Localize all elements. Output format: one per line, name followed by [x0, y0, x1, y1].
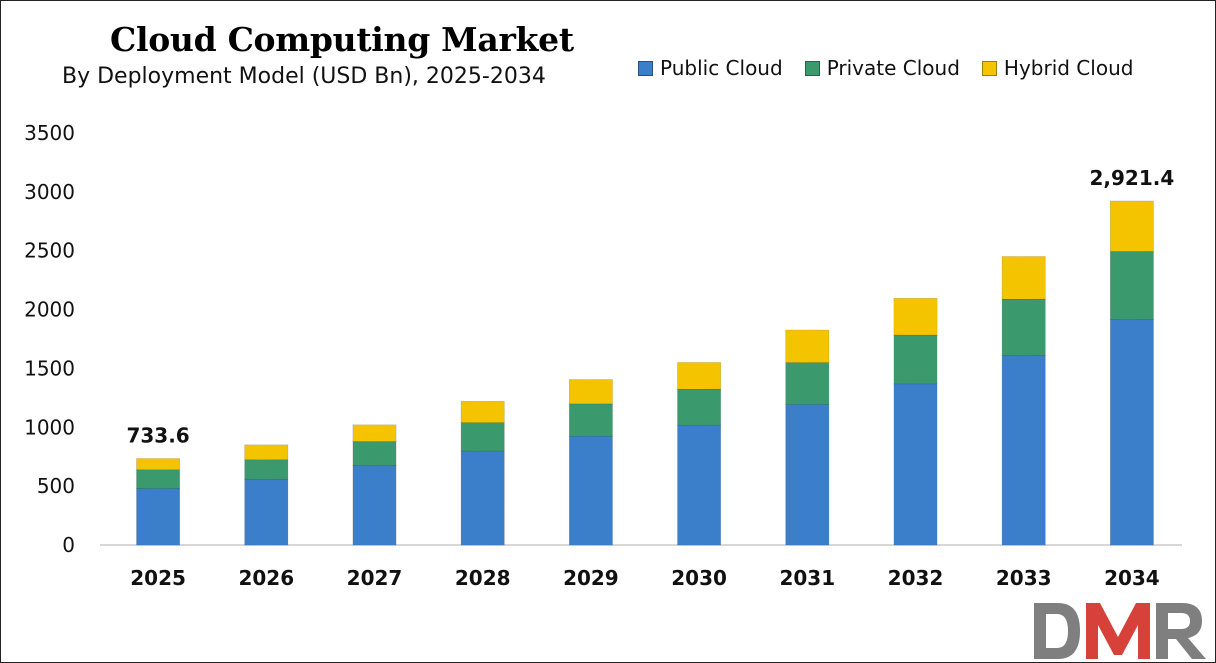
bar-segment-shade [894, 334, 937, 384]
bar-segment-shade [1110, 201, 1154, 252]
legend-item-private-cloud: Private Cloud [804, 56, 960, 80]
x-tick-label: 2032 [888, 566, 944, 590]
chart-subtitle: By Deployment Model (USD Bn), 2025-2034 [62, 64, 546, 89]
bar-segment-shade [785, 362, 829, 405]
x-tick-label: 2030 [671, 566, 727, 590]
x-tick-label: 2033 [996, 566, 1052, 590]
bar-segment-shade [461, 450, 505, 545]
y-tick-label: 3500 [24, 121, 75, 145]
y-tick-label: 1500 [24, 356, 75, 380]
bar-segment-shade [569, 403, 613, 437]
legend-item-hybrid-cloud: Hybrid Cloud [981, 56, 1134, 80]
bar-segment-shade [461, 401, 505, 423]
y-tick-label: 500 [37, 474, 75, 498]
bar-segment-shade [136, 458, 180, 470]
data-label: 2,921.4 [1090, 166, 1175, 190]
y-tick-label: 0 [62, 533, 75, 557]
bar-segment-shade [244, 459, 288, 480]
y-tick-label: 2000 [24, 298, 75, 322]
x-tick-label: 2031 [779, 566, 835, 590]
bar-segment-shade [894, 298, 937, 335]
bar-segment-shade [677, 424, 721, 545]
y-tick-label: 3000 [24, 180, 75, 204]
x-tick-label: 2027 [347, 566, 403, 590]
legend-swatch-public-cloud [638, 60, 653, 76]
legend-swatch-private-cloud [804, 60, 820, 76]
bar-segment-shade [244, 479, 288, 545]
bar-segment-shade [677, 389, 721, 425]
x-tick-label: 2029 [563, 566, 619, 590]
bar-segment-shade [353, 441, 396, 466]
bar-segment-shade [461, 422, 505, 451]
y-tick-label: 1000 [24, 415, 75, 439]
bar-segment-shade [785, 330, 829, 363]
y-tick-label: 2500 [24, 239, 75, 263]
legend-swatch-hybrid-cloud [981, 60, 997, 76]
legend-label-private-cloud: Private Cloud [826, 56, 960, 80]
x-tick-label: 2028 [455, 566, 511, 590]
bar-segment-shade [569, 436, 613, 545]
bar-segment-shade [677, 362, 721, 390]
dmr-logo [1034, 603, 1206, 659]
bar-segment-shade [353, 465, 396, 545]
legend-label-public-cloud: Public Cloud [660, 56, 783, 80]
bar-segment-shade [136, 488, 180, 545]
chart-title: Cloud Computing Market [110, 20, 574, 59]
bar-segment-shade [1110, 251, 1154, 320]
x-tick-label: 2025 [130, 566, 186, 590]
x-tick-label: 2026 [238, 566, 294, 590]
bar-segment-shade [1002, 256, 1046, 299]
data-label: 733.6 [126, 424, 189, 448]
bar-segment-shade [136, 469, 180, 489]
bar-segment-shade [1110, 319, 1154, 545]
bar-segment-shade [1002, 298, 1046, 356]
bar-segment-shade [353, 424, 396, 442]
bar-segment-shade [1002, 355, 1046, 545]
bar-segment-shade [894, 383, 937, 545]
bar-segment-shade [244, 444, 288, 460]
chart-legend: Public Cloud Private Cloud Hybrid Cloud [638, 56, 1155, 80]
legend-item-public-cloud: Public Cloud [638, 56, 783, 80]
bar-segment-shade [785, 404, 829, 545]
legend-label-hybrid-cloud: Hybrid Cloud [1003, 56, 1134, 80]
x-tick-label: 2034 [1104, 566, 1160, 590]
bar-segment-shade [569, 379, 613, 404]
